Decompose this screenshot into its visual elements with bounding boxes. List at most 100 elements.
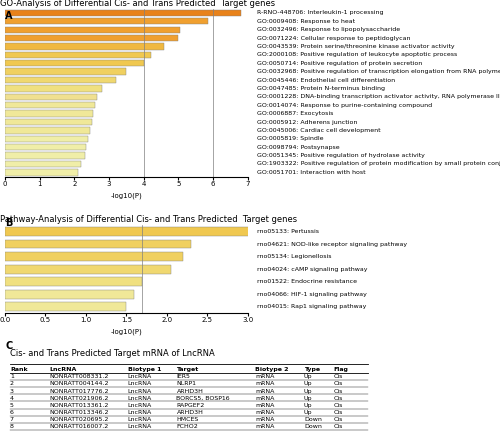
Text: ARHD3H: ARHD3H [176,410,204,415]
Text: Flag: Flag [334,367,348,372]
Text: Down: Down [304,417,322,422]
Text: Biotype 2: Biotype 2 [255,367,288,372]
Bar [5,111,94,117]
Bar [5,136,88,142]
Bar [5,60,143,66]
Text: rno05133: Pertussis: rno05133: Pertussis [258,229,320,234]
X-axis label: -log10(P): -log10(P) [110,192,142,199]
Text: LncRNA: LncRNA [128,410,152,415]
Text: LncRNA: LncRNA [128,396,152,401]
Text: Rank: Rank [10,367,28,372]
Text: GO:0005912: Adherens junction: GO:0005912: Adherens junction [258,119,358,125]
Text: mRNA: mRNA [255,403,274,408]
Bar [5,302,126,311]
Bar [5,10,240,16]
Text: mRNA: mRNA [255,424,274,429]
Bar [5,43,164,49]
Text: GO:0045446: Endothelial cell differentiation: GO:0045446: Endothelial cell differentia… [258,78,396,82]
Text: GO:1903322: Positive regulation of protein modification by small protein conjuga: GO:1903322: Positive regulation of prote… [258,161,500,167]
Text: Up: Up [304,381,312,386]
Text: Cis: Cis [334,381,342,386]
Text: Target: Target [176,367,199,372]
Text: NONRATT017776.2: NONRATT017776.2 [49,388,108,394]
X-axis label: -log10(P): -log10(P) [110,329,142,335]
Bar [5,77,116,83]
Bar [5,102,95,108]
Bar [5,144,86,150]
Bar [5,252,183,261]
Bar [5,94,97,100]
Text: 3: 3 [10,388,14,394]
Text: mRNA: mRNA [255,374,274,379]
Bar [5,35,178,41]
Text: mRNA: mRNA [255,388,274,394]
Text: Type: Type [304,367,320,372]
Text: LncRNA: LncRNA [128,403,152,408]
Text: GO:0032968: Positive regulation of transcription elongation from RNA polymerase : GO:0032968: Positive regulation of trans… [258,69,500,74]
Text: Pathway-Analysis of Differential Cis- and Trans Predicted  Target genes: Pathway-Analysis of Differential Cis- an… [0,215,298,224]
Bar [5,85,102,92]
Text: Cis: Cis [334,410,342,415]
Text: GO:0051345: Positive regulation of hydrolase activity: GO:0051345: Positive regulation of hydro… [258,153,425,158]
Text: mRNA: mRNA [255,417,274,422]
Text: LncRNA: LncRNA [49,367,76,372]
Text: C: C [5,341,12,351]
Text: Down: Down [304,424,322,429]
Text: 6: 6 [10,410,14,415]
Bar [5,227,252,236]
Text: Up: Up [304,403,312,408]
Text: FCHO2: FCHO2 [176,424,198,429]
Text: LncRNA: LncRNA [128,381,152,386]
Text: 5: 5 [10,403,14,408]
Text: rno04066: HIF-1 signaling pathway: rno04066: HIF-1 signaling pathway [258,292,367,297]
Text: NONRATT004144.2: NONRATT004144.2 [49,381,108,386]
Text: rno04621: NOD-like receptor signaling pathway: rno04621: NOD-like receptor signaling pa… [258,241,408,247]
Text: mRNA: mRNA [255,381,274,386]
Bar [5,127,90,134]
Text: LncRNA: LncRNA [128,424,152,429]
Bar [5,69,126,75]
Text: GO:2000108: Positive regulation of leukocyte apoptotic process: GO:2000108: Positive regulation of leuko… [258,53,458,57]
Text: LncRNA: LncRNA [128,417,152,422]
Text: NONRATT016007.2: NONRATT016007.2 [49,424,108,429]
Text: Cis: Cis [334,403,342,408]
Text: Cis: Cis [334,388,342,394]
Bar [5,169,78,175]
Text: GO:0050714: Positive regulation of protein secretion: GO:0050714: Positive regulation of prote… [258,61,422,66]
Text: Cis: Cis [334,417,342,422]
Text: Up: Up [304,374,312,379]
Text: GO:0051701: Interaction with host: GO:0051701: Interaction with host [258,170,366,175]
Text: Cis: Cis [334,374,342,379]
Text: NONRATT021906.2: NONRATT021906.2 [49,396,108,401]
Text: NONRATT020695.2: NONRATT020695.2 [49,417,108,422]
Text: R-RNO-448706: Interleukin-1 processing: R-RNO-448706: Interleukin-1 processing [258,10,384,15]
Text: LncRNA: LncRNA [128,374,152,379]
Text: 8: 8 [10,424,14,429]
Text: Up: Up [304,388,312,394]
Text: mRNA: mRNA [255,410,274,415]
Bar [5,152,84,159]
Text: GO:0071224: Cellular response to peptidoglycan: GO:0071224: Cellular response to peptido… [258,36,411,40]
Text: Cis: Cis [334,396,342,401]
Text: Up: Up [304,396,312,401]
Text: LncRNA: LncRNA [128,388,152,394]
Text: NONRATT008331.2: NONRATT008331.2 [49,374,108,379]
Bar [5,119,92,125]
Text: 2: 2 [10,381,14,386]
Text: GO:0047485: Protein N-terminus binding: GO:0047485: Protein N-terminus binding [258,86,386,91]
Text: mRNA: mRNA [255,396,274,401]
Text: Up: Up [304,410,312,415]
Text: rno04024: cAMP signaling pathway: rno04024: cAMP signaling pathway [258,266,368,272]
Text: GO:0045006: Cardiac cell development: GO:0045006: Cardiac cell development [258,128,381,133]
Text: 1: 1 [10,374,14,379]
Bar [5,18,207,24]
Bar [5,240,191,248]
Text: Cis- and Trans Predicted Target mRNA of LncRNA: Cis- and Trans Predicted Target mRNA of … [10,349,214,358]
Text: rno04015: Rap1 signaling pathway: rno04015: Rap1 signaling pathway [258,304,366,309]
Text: GO:0098794: Postsynapse: GO:0098794: Postsynapse [258,145,340,150]
Text: 4: 4 [10,396,14,401]
Text: B: B [5,218,12,228]
Bar [5,161,81,167]
Text: NLRP1: NLRP1 [176,381,197,386]
Text: GO:0043539: Protein serine/threonine kinase activator activity: GO:0043539: Protein serine/threonine kin… [258,44,455,49]
